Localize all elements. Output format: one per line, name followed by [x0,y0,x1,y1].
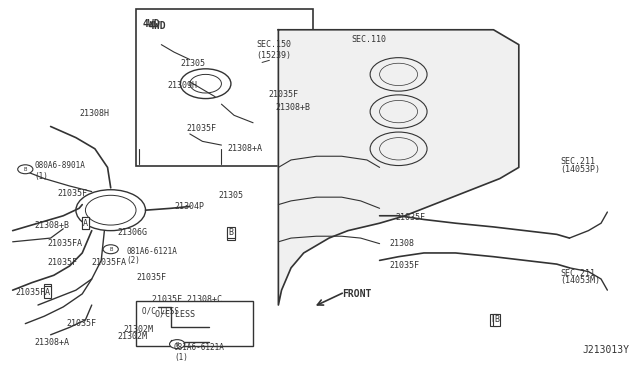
Text: 21035FA: 21035FA [47,239,83,248]
Text: A: A [83,219,88,228]
Text: SEC.211: SEC.211 [560,269,595,278]
Bar [136,9,313,166]
Text: A: A [45,288,50,296]
Polygon shape [278,30,519,305]
Text: 081A6-6121A: 081A6-6121A [127,247,177,256]
Text: B: B [228,228,234,237]
Text: 21035F: 21035F [389,262,419,270]
Text: 21305: 21305 [180,59,205,68]
Text: B: B [109,247,113,252]
Text: 21304P: 21304P [174,202,204,211]
Text: 21308+B: 21308+B [275,103,310,112]
Text: 4WD: 4WD [148,21,166,31]
Text: 21035F: 21035F [269,90,299,99]
Text: 21035F 21308+C: 21035F 21308+C [152,295,222,304]
Text: A: A [83,219,88,228]
Text: 21035F: 21035F [67,319,97,328]
Text: 080A6-8901A: 080A6-8901A [35,161,86,170]
Text: 21306G: 21306G [117,228,147,237]
Text: 21305: 21305 [218,191,243,200]
Text: 21308+A: 21308+A [35,338,70,347]
Text: (15239): (15239) [256,51,291,60]
Bar [136,301,253,346]
Text: SEC.150: SEC.150 [256,40,291,49]
Circle shape [103,245,118,254]
Text: O/C LESS: O/C LESS [155,310,195,319]
Text: 21308+A: 21308+A [228,144,263,153]
Text: 21309H: 21309H [168,81,198,90]
Text: B: B [491,315,496,324]
Text: 21035F: 21035F [187,124,217,133]
Text: 21308+B: 21308+B [35,221,70,230]
Text: A: A [45,286,50,295]
Text: SEC.211: SEC.211 [560,157,595,166]
Text: (1): (1) [174,353,188,362]
Text: B: B [175,341,179,347]
Text: 21308H: 21308H [79,109,109,118]
Text: SEC.110: SEC.110 [351,35,386,44]
Circle shape [170,340,185,349]
Text: 21035F: 21035F [47,258,77,267]
Text: 081A6-6121A: 081A6-6121A [174,343,225,352]
Text: 21035F: 21035F [57,189,87,198]
Text: 21035F: 21035F [396,213,426,222]
Text: (1): (1) [35,172,49,181]
Circle shape [18,165,33,174]
Text: O/C LESS: O/C LESS [142,307,179,316]
Text: B: B [494,315,499,324]
Text: 4WD: 4WD [142,19,160,29]
Text: (14053M): (14053M) [560,276,600,285]
Text: 21302M: 21302M [124,325,154,334]
Text: J213013Y: J213013Y [582,345,629,355]
Text: 21035F: 21035F [136,273,166,282]
Text: 21035FA: 21035FA [92,258,127,267]
Text: (2): (2) [127,256,140,265]
Text: 21035F: 21035F [16,288,46,296]
Text: FRONT: FRONT [342,289,371,299]
Text: B: B [24,167,27,172]
Text: B: B [228,230,234,239]
Text: (14053P): (14053P) [560,165,600,174]
Text: 21308: 21308 [389,239,414,248]
Text: 21302M: 21302M [117,332,147,341]
